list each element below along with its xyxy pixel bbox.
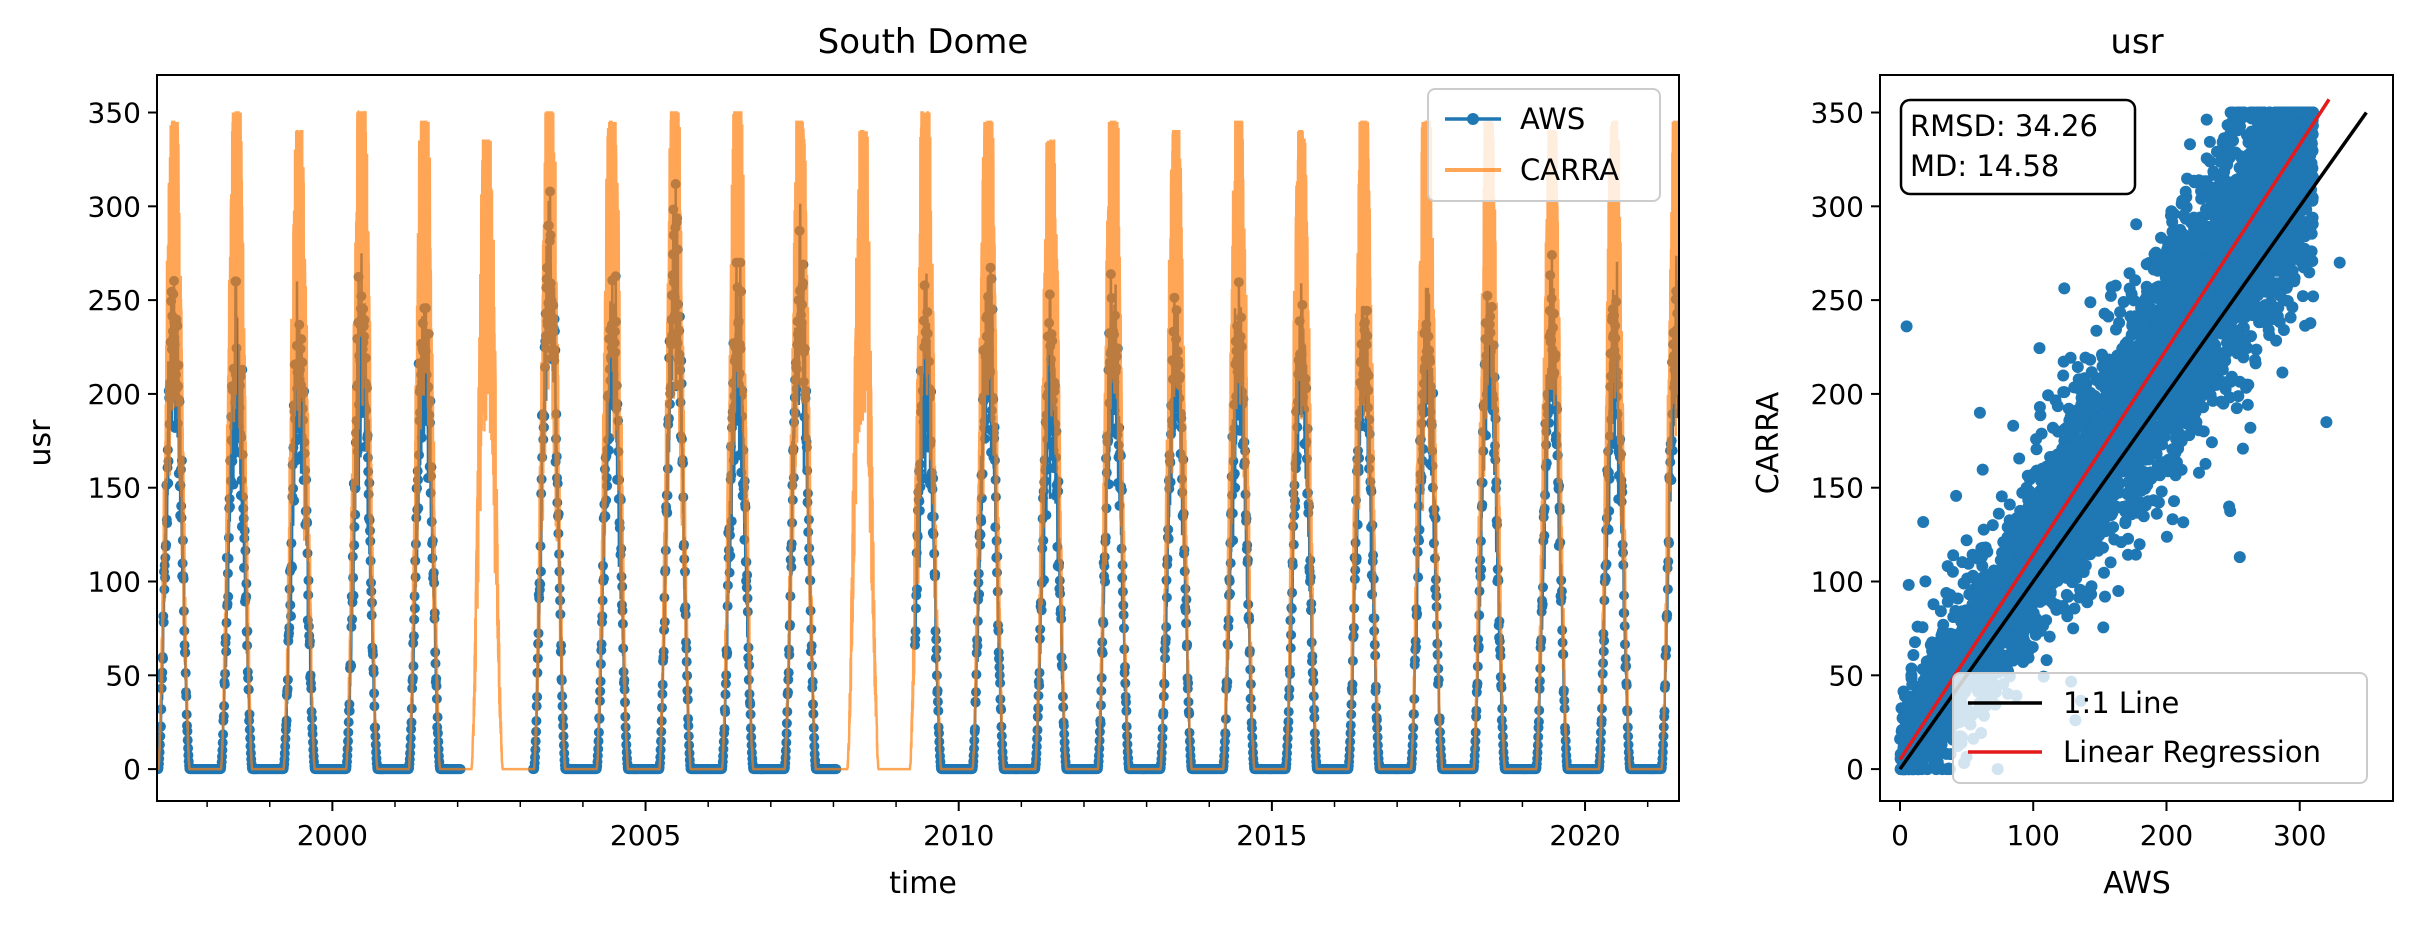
aws-point xyxy=(1537,599,1548,610)
y-tick-label: 150 xyxy=(88,472,141,505)
aws-point xyxy=(911,603,921,614)
aws-point xyxy=(974,589,985,600)
scatter-title: usr xyxy=(2110,22,2163,62)
y-tick-label: 100 xyxy=(88,566,141,599)
carra-series-line xyxy=(157,109,1679,771)
timeseries-ylabel: usr xyxy=(23,419,58,467)
aws-point xyxy=(293,423,304,434)
y-tick-label: 300 xyxy=(88,190,141,223)
x-tick-label: 2020 xyxy=(1549,819,1620,852)
x-tick-label: 2000 xyxy=(297,819,368,852)
aws-point xyxy=(228,479,239,490)
timeseries-plot-area xyxy=(157,109,1679,775)
y-tick-label: 50 xyxy=(105,659,141,692)
scatter-point xyxy=(1909,636,1921,649)
scatter-point xyxy=(2150,507,2163,520)
y-tick-label: 350 xyxy=(88,97,141,130)
y-tick-label: 250 xyxy=(88,284,141,317)
x-tick-label: 2010 xyxy=(923,819,994,852)
scatter-point xyxy=(1907,649,1920,661)
scatter-point xyxy=(2296,290,2309,303)
x-tick-label: 2005 xyxy=(610,819,681,852)
y-tick-label: 0 xyxy=(123,753,141,786)
y-tick-label: 200 xyxy=(88,378,141,411)
timeseries-xlabel: time xyxy=(889,866,957,901)
aws-point xyxy=(535,566,546,577)
timeseries-title: South Dome xyxy=(818,22,1029,62)
x-tick-label: 2015 xyxy=(1236,819,1307,852)
timeseries-panel: South Dome 0 50 100 150 200 250 300 350 2000 2005… xyxy=(23,22,1680,901)
aws-point xyxy=(1413,572,1424,583)
scatter-point xyxy=(1917,516,1930,528)
